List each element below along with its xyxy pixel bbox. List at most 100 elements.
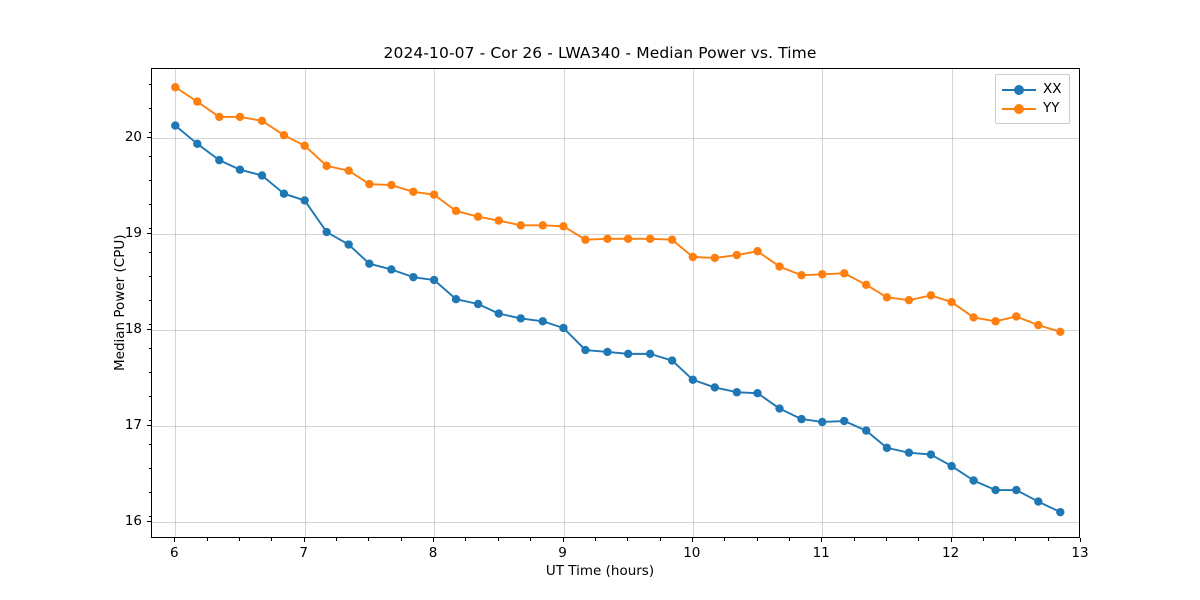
x-tick-mark-minor <box>206 538 208 541</box>
legend-label: XX <box>1043 80 1062 97</box>
gridline-horizontal <box>152 138 1079 140</box>
legend[interactable]: XX YY <box>995 74 1070 124</box>
data-point <box>538 317 547 326</box>
data-point <box>429 275 439 285</box>
data-point <box>300 141 309 150</box>
x-tick-mark-minor <box>239 538 240 541</box>
x-tick-mark <box>1080 538 1081 542</box>
y-tick-label: 16 <box>124 512 142 529</box>
data-point <box>732 250 742 260</box>
y-tick-mark-minor <box>148 156 151 158</box>
legend-marker-icon <box>1002 102 1036 116</box>
y-tick-mark-minor <box>148 132 151 134</box>
y-tick-mark-minor <box>148 276 151 278</box>
data-point <box>818 417 827 427</box>
data-point <box>409 187 418 196</box>
gridline-horizontal <box>152 425 1079 427</box>
data-point <box>667 356 677 365</box>
data-point <box>991 317 1000 326</box>
data-point <box>947 297 956 307</box>
legend-item-yy[interactable]: YY <box>1002 99 1062 118</box>
x-tick-mark-minor <box>983 538 984 541</box>
y-tick-mark <box>147 233 151 234</box>
data-point <box>947 461 956 471</box>
data-point <box>797 414 806 424</box>
y-tick-mark-minor <box>148 108 151 110</box>
y-tick-mark-minor <box>148 324 151 326</box>
x-tick-mark-minor <box>724 538 726 541</box>
data-point <box>215 112 224 122</box>
x-tick-mark <box>433 538 435 542</box>
data-point <box>840 269 849 278</box>
x-tick-label: 10 <box>683 545 701 561</box>
y-tick-label: 18 <box>124 320 142 337</box>
x-tick-mark-minor <box>400 538 402 541</box>
data-point <box>991 485 1000 495</box>
data-point <box>451 295 461 304</box>
gridline-vertical <box>563 69 565 537</box>
data-point <box>473 299 483 309</box>
data-point <box>494 216 503 225</box>
data-point <box>322 227 331 237</box>
y-tick-mark-minor <box>148 204 151 206</box>
data-point <box>257 116 267 125</box>
data-point <box>797 271 806 280</box>
y-tick-mark-minor <box>148 228 151 230</box>
y-tick-label: 20 <box>124 129 142 146</box>
data-point <box>1034 320 1043 330</box>
y-tick-mark <box>147 328 151 330</box>
data-point <box>494 309 503 318</box>
y-tick-mark-minor <box>148 444 151 445</box>
data-point <box>279 189 289 198</box>
data-point <box>279 130 289 140</box>
y-tick-mark-minor <box>148 515 151 517</box>
data-point <box>775 262 784 271</box>
data-point <box>171 121 180 130</box>
data-point <box>710 383 720 392</box>
data-point <box>300 196 309 205</box>
data-point <box>171 83 180 92</box>
data-point <box>904 448 914 457</box>
data-point <box>322 161 331 171</box>
y-tick-mark <box>147 137 151 139</box>
x-tick-mark <box>691 538 693 542</box>
gridline-horizontal <box>152 234 1079 235</box>
legend-item-xx[interactable]: XX <box>1002 80 1062 99</box>
data-point <box>473 212 483 221</box>
x-tick-mark-minor <box>756 538 758 541</box>
plot-area <box>151 68 1080 538</box>
data-point <box>429 190 439 199</box>
data-point <box>193 139 202 149</box>
gridline-vertical <box>304 69 306 537</box>
x-tick-mark-minor <box>465 538 467 541</box>
y-tick-mark <box>147 424 151 426</box>
data-point <box>667 235 677 244</box>
x-tick-mark-minor <box>497 538 499 541</box>
data-point <box>581 345 590 355</box>
data-point <box>1012 312 1021 321</box>
gridline-horizontal <box>152 521 1079 523</box>
y-tick-mark-minor <box>148 300 151 302</box>
y-tick-mark-minor <box>148 348 151 350</box>
y-tick-mark-minor <box>148 84 151 86</box>
data-point <box>387 265 396 274</box>
y-tick-mark-minor <box>148 372 151 374</box>
data-point <box>818 270 827 279</box>
x-tick-label: 12 <box>942 545 960 561</box>
x-tick-label: 7 <box>299 545 308 561</box>
data-point <box>603 234 612 243</box>
data-point <box>559 323 568 333</box>
series-xx <box>171 121 1065 517</box>
data-point <box>235 112 245 122</box>
data-point <box>688 375 698 384</box>
x-tick-label: 9 <box>558 545 567 561</box>
y-tick-mark-minor <box>148 180 151 182</box>
data-point <box>516 221 525 230</box>
data-point <box>603 347 612 357</box>
data-point <box>1034 497 1043 506</box>
x-tick-mark-minor <box>271 538 273 541</box>
y-tick-mark <box>147 520 151 522</box>
x-tick-mark-minor <box>627 538 629 541</box>
data-point <box>840 416 849 426</box>
